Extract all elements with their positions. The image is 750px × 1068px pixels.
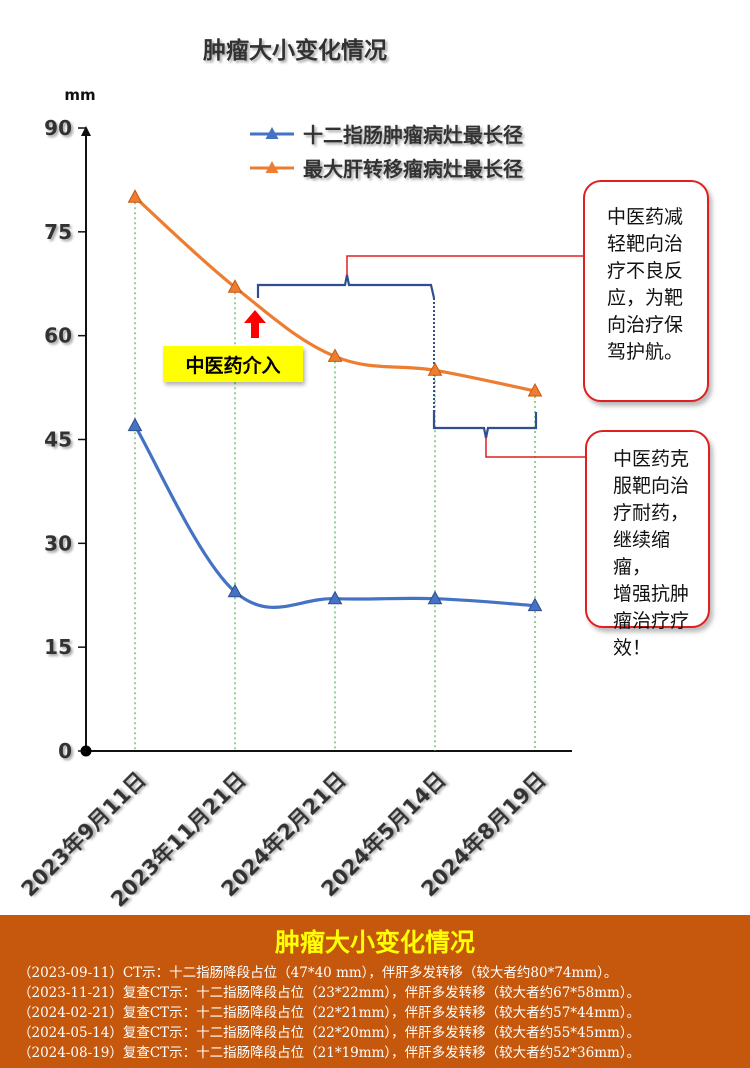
series-1-marker (427, 590, 443, 605)
panel-title: 肿瘤大小变化情况 (274, 928, 475, 957)
callout-overcome-resistance: 中医药克 服靶向治 疗耐药， 继续缩瘤， 增强抗肿 瘤治疗疗 效！ (585, 430, 710, 659)
summary-panel: 肿瘤大小变化情况 （2023-09-11）CT示：十二指肠降段占位（47*40 … (0, 915, 750, 1068)
y-tick-label: 60 (44, 324, 72, 348)
up-arrow-head (244, 310, 266, 323)
bracket-bottom (432, 410, 538, 439)
series-2-marker (127, 189, 143, 203)
legend-swatch-marker (265, 161, 279, 173)
legend-swatch-marker (265, 127, 279, 139)
tcm-intervention-label: 中医药介入 (163, 346, 303, 382)
series-2-marker (227, 279, 243, 293)
series-line-1 (133, 424, 536, 609)
legend-label: 最大肝转移瘤病灶最长径 (303, 157, 523, 181)
series-2-marker (427, 362, 443, 376)
y-tick-label: 45 (44, 428, 72, 452)
series-2-marker (527, 382, 543, 397)
connector-callout-2 (485, 438, 585, 458)
panel-line-4: （2024-05-14）复查CT示：十二指肠降段占位（22*20mm），伴肝多发… (18, 1025, 641, 1041)
y-axis-unit-label: mm (64, 86, 95, 104)
chart-title: 肿瘤大小变化情况 (203, 37, 387, 64)
callout-reduce-side-effects: 中医药减 轻靶向治 疗不良反 应，为靶 向治疗保 驾护航。 (583, 180, 709, 402)
series-1-marker (527, 597, 543, 612)
y-tick-label: 90 (44, 116, 72, 140)
legend-label: 十二指肠肿瘤病灶最长径 (303, 123, 523, 147)
y-tick-label: 30 (44, 531, 72, 555)
series-1-marker (327, 590, 343, 605)
panel-line-1: （2023-09-11）CT示：十二指肠降段占位（47*40 mm），伴肝多发转… (18, 965, 618, 981)
panel-line-5: （2024-08-19）复查CT示：十二指肠降段占位（21*19mm），伴肝多发… (18, 1045, 641, 1061)
y-axis-arrowhead (81, 126, 91, 136)
y-tick-label: 0 (58, 739, 72, 763)
series-1-marker (227, 583, 243, 598)
panel-line-2: （2023-11-21）复查CT示：十二指肠降段占位（23*22mm），伴肝多发… (18, 985, 641, 1001)
series-2-marker (327, 348, 343, 362)
y-tick-label: 75 (44, 220, 72, 244)
series-1-marker (127, 417, 143, 432)
panel-line-3: （2024-02-21）复查CT示：十二指肠降段占位（22*21mm），伴肝多发… (18, 1005, 641, 1021)
up-arrow-shaft (251, 322, 259, 338)
y-tick-label: 15 (44, 635, 72, 659)
connector-callout-1 (346, 255, 583, 275)
bracket-top (256, 274, 436, 299)
